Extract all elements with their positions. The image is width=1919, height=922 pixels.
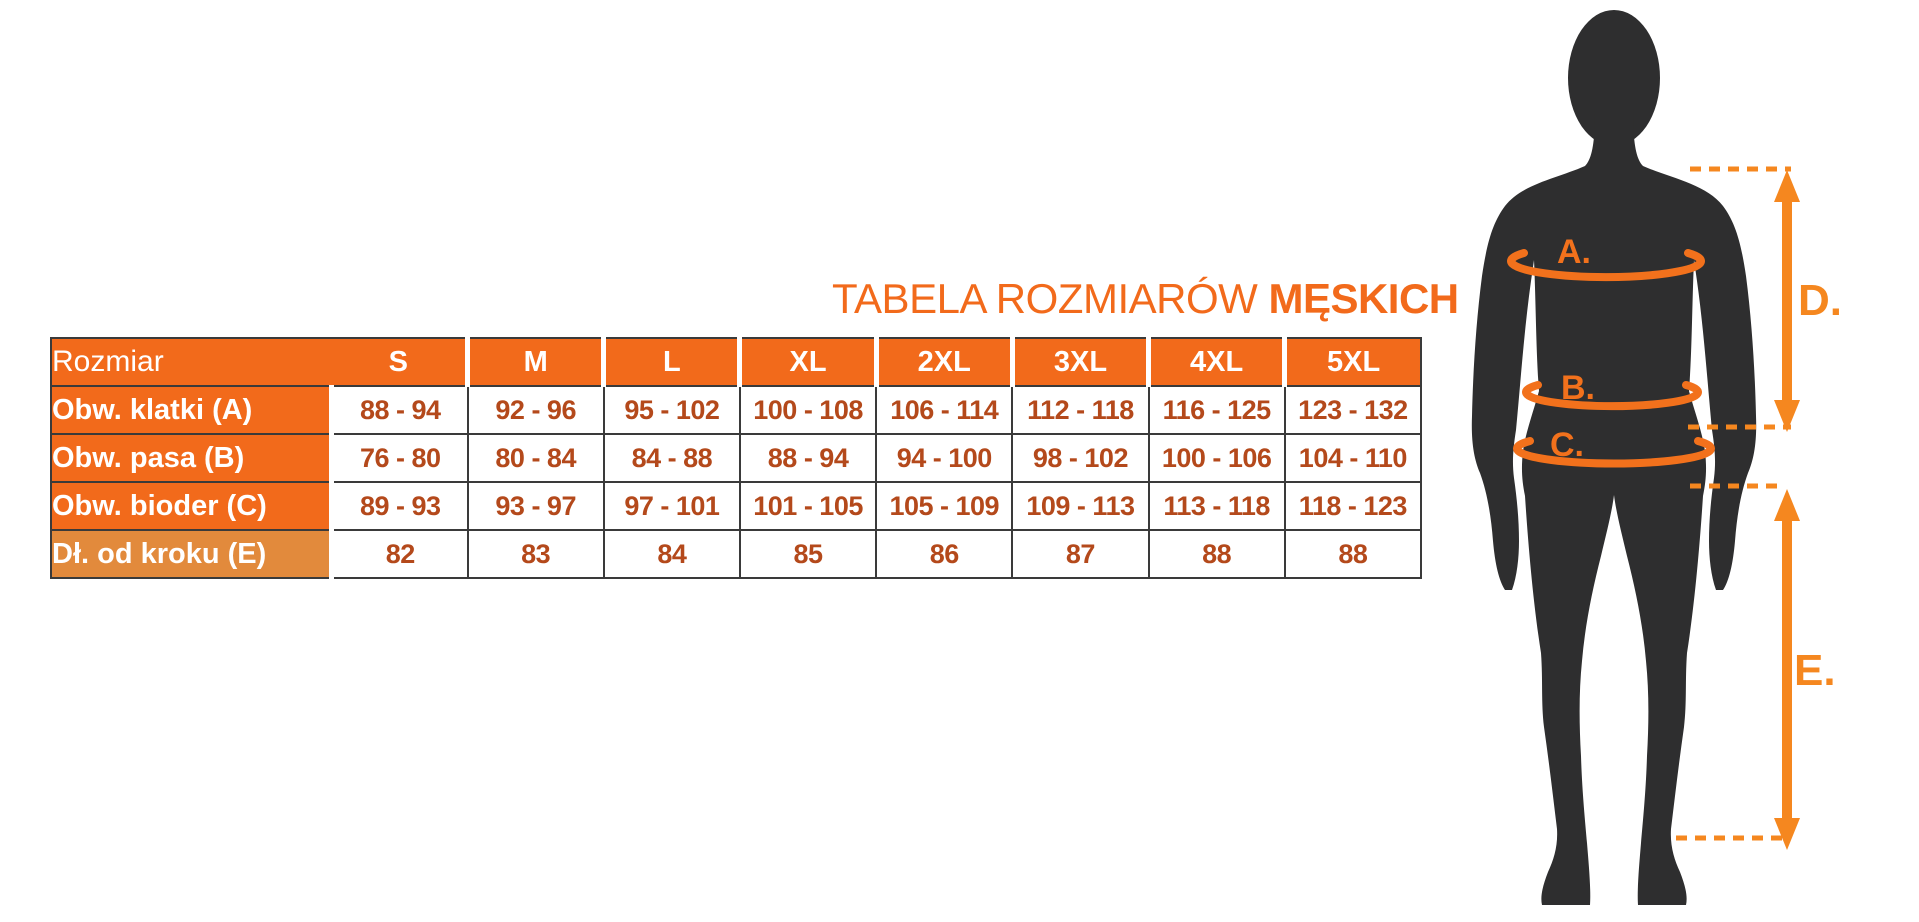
head-shape (1568, 10, 1660, 146)
size-table-container: Rozmiar S M L XL 2XL 3XL 4XL 5XL Obw. kl… (49, 337, 1423, 579)
value-cell: 112 - 118 (1011, 385, 1150, 435)
value-cell: 88 - 94 (738, 433, 878, 483)
table-row-inseam: Dł. od kroku (E) 82 83 84 85 86 87 88 88 (49, 529, 1423, 579)
inseam-dimension: E. (1676, 483, 1836, 850)
value-cell: 89 - 93 (330, 481, 469, 531)
value-cell: 84 - 88 (602, 433, 741, 483)
row-label-inseam: Dł. od kroku (E) (49, 529, 334, 579)
value-cell: 97 - 101 (602, 481, 741, 531)
value-cell: 86 (875, 529, 1014, 579)
value-cell: 118 - 123 (1283, 481, 1423, 531)
table-header-row: Rozmiar S M L XL 2XL 3XL 4XL 5XL (49, 337, 1423, 387)
value-cell: 88 (1147, 529, 1286, 579)
header-cell-size: 3XL (1009, 337, 1149, 387)
arrow-up-icon (1774, 489, 1800, 521)
header-cell-rozmiar: Rozmiar (49, 337, 332, 387)
size-table: Rozmiar S M L XL 2XL 3XL 4XL 5XL Obw. kl… (49, 337, 1423, 579)
value-cell: 88 (1283, 529, 1423, 579)
value-cell: 95 - 102 (602, 385, 741, 435)
value-cell: 84 (602, 529, 741, 579)
table-row-waist: Obw. pasa (B) 76 - 80 80 - 84 84 - 88 88… (49, 433, 1423, 483)
header-cell-size: M (465, 337, 604, 387)
value-cell: 76 - 80 (330, 433, 469, 483)
body-shape (1471, 108, 1757, 905)
row-label-waist: Obw. pasa (B) (49, 433, 334, 483)
inseam-label: E. (1794, 646, 1836, 695)
header-cell-size: 2XL (873, 337, 1013, 387)
title-bold: MĘSKICH (1268, 275, 1459, 322)
measurement-figure: A. B. C. D. E. (1471, 10, 1842, 905)
value-cell: 104 - 110 (1283, 433, 1423, 483)
value-cell: 116 - 125 (1147, 385, 1286, 435)
header-cell-size: S (331, 337, 468, 387)
row-label-chest: Obw. klatki (A) (49, 385, 334, 435)
table-row-chest: Obw. klatki (A) 88 - 94 92 - 96 95 - 102… (49, 385, 1423, 435)
header-cell-size: 5XL (1282, 337, 1423, 387)
value-cell: 113 - 118 (1147, 481, 1286, 531)
value-cell: 98 - 102 (1011, 433, 1150, 483)
row-label-hips: Obw. bioder (C) (49, 481, 334, 531)
value-cell: 82 (330, 529, 469, 579)
value-cell: 109 - 113 (1011, 481, 1150, 531)
value-cell: 85 (738, 529, 878, 579)
title-regular: TABELA ROZMIARÓW (832, 275, 1258, 322)
arrow-down-icon (1774, 818, 1800, 850)
value-cell: 106 - 114 (875, 385, 1014, 435)
arrow-down-icon (1774, 400, 1800, 432)
value-cell: 123 - 132 (1283, 385, 1423, 435)
arrow-up-icon (1774, 170, 1800, 202)
waist-label: B. (1561, 369, 1595, 407)
value-cell: 100 - 108 (738, 385, 878, 435)
header-cell-size: 4XL (1146, 337, 1285, 387)
value-cell: 93 - 97 (466, 481, 605, 531)
man-silhouette (1471, 10, 1757, 905)
chest-label: A. (1557, 233, 1591, 271)
torso-label: D. (1798, 276, 1842, 325)
hips-label: C. (1550, 426, 1584, 464)
header-cell-size: XL (737, 337, 877, 387)
value-cell: 83 (466, 529, 605, 579)
header-cell-size: L (601, 337, 740, 387)
value-cell: 100 - 106 (1147, 433, 1286, 483)
torso-dimension: D. (1688, 166, 1842, 432)
page-title: TABELA ROZMIARÓW MĘSKICH (832, 275, 1459, 323)
table-row-hips: Obw. bioder (C) 89 - 93 93 - 97 97 - 101… (49, 481, 1423, 531)
value-cell: 88 - 94 (330, 385, 469, 435)
value-cell: 101 - 105 (738, 481, 878, 531)
hips-measure-ring (1513, 437, 1715, 468)
value-cell: 105 - 109 (875, 481, 1014, 531)
waist-measure-ring (1522, 381, 1702, 411)
value-cell: 80 - 84 (466, 433, 605, 483)
value-cell: 92 - 96 (466, 385, 605, 435)
value-cell: 87 (1011, 529, 1150, 579)
value-cell: 94 - 100 (875, 433, 1014, 483)
chest-measure-ring (1507, 249, 1705, 282)
